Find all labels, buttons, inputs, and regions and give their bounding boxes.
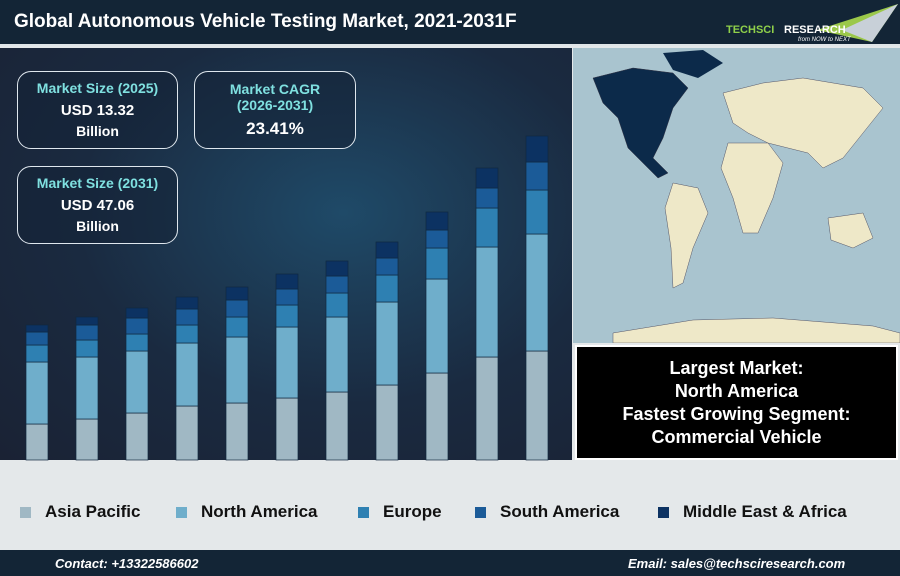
bar-segment-south-america-2021 (25, 331, 49, 346)
bar-segment-north-america-2021 (25, 361, 49, 425)
bar-segment-south-america-2022 (75, 324, 99, 341)
chart-legend: Asia Pacific North America Europe South … (0, 462, 900, 548)
card-unit: Billion (76, 218, 119, 234)
bar-segment-middle-east-africa-2022 (75, 316, 99, 326)
footer: Contact: +13322586602 Email: sales@techs… (0, 550, 900, 576)
bar-segment-middle-east-africa-2030F (475, 167, 499, 189)
page-title: Global Autonomous Vehicle Testing Market… (14, 11, 517, 32)
bar-segment-asia-pacific-2022 (75, 418, 99, 461)
bar-segment-north-america-2022 (75, 356, 99, 420)
techsci-logo: TECHSCI RESEARCH from NOW to NEXT (726, 4, 898, 43)
bar-segment-north-america-2024 (175, 342, 199, 407)
card-value: 23.41% (246, 119, 304, 138)
bar-segment-middle-east-africa-2028F (375, 241, 399, 259)
bar-segment-asia-pacific-2029F (425, 372, 449, 461)
largest-market-label: Largest Market: (669, 358, 804, 378)
bar-segment-south-america-2027F (325, 275, 349, 294)
world-map (573, 48, 900, 343)
legend-item-europe: Europe (358, 502, 442, 522)
bar-segment-north-america-2031F (525, 233, 549, 352)
svg-text:RESEARCH: RESEARCH (784, 24, 846, 36)
legend-label: North America (201, 502, 318, 521)
bar-segment-middle-east-africa-2027F (325, 260, 349, 277)
bar-segment-south-america-2030F (475, 187, 499, 209)
bar-segment-north-america-2029F (425, 278, 449, 374)
card-unit: Billion (76, 123, 119, 139)
legend-swatch (20, 506, 31, 518)
bar-segment-south-america-2025 (225, 299, 249, 318)
svg-text:from NOW to NEXT: from NOW to NEXT (798, 37, 852, 43)
bar-segment-europe-2029F (425, 247, 449, 280)
bar-segment-asia-pacific-2026E (275, 397, 299, 461)
bar-segment-middle-east-africa-2021 (25, 324, 49, 333)
bar-segment-asia-pacific-2021 (25, 423, 49, 461)
bar-segment-south-america-2031F (525, 161, 549, 191)
bar-segment-middle-east-africa-2026E (275, 273, 299, 290)
bar-segment-europe-2028F (375, 274, 399, 303)
bar-segment-asia-pacific-2031F (525, 350, 549, 461)
card-value: USD 47.06 (60, 197, 135, 214)
bar-segment-asia-pacific-2024 (175, 405, 199, 461)
bar-segment-asia-pacific-2023 (125, 412, 149, 461)
card-label: Market Size (2025) (36, 80, 159, 96)
bar-segment-asia-pacific-2027F (325, 391, 349, 461)
legend-swatch (358, 506, 369, 518)
card-value: USD 13.32 (60, 102, 135, 119)
stacked-bar-chart: 202120222023202420252026E2027F2028F2029F… (25, 135, 553, 475)
largest-market-value: North America (674, 381, 799, 401)
bar-segment-south-america-2026E (275, 288, 299, 306)
bar-segment-south-america-2029F (425, 229, 449, 249)
market-size-2031-card: Market Size (2031) USD 47.06 Billion (17, 166, 178, 244)
bar-segment-south-america-2024 (175, 308, 199, 326)
bar-segment-europe-2027F (325, 292, 349, 318)
card-label: Market Size (2031) (36, 175, 159, 191)
fastest-segment-value: Commercial Vehicle (651, 427, 822, 447)
bar-segment-europe-2030F (475, 207, 499, 248)
bar-segment-middle-east-africa-2031F (525, 135, 549, 163)
header: Global Autonomous Vehicle Testing Market… (0, 0, 900, 46)
legend-label: South America (500, 502, 620, 521)
legend-item-north-america: North America (176, 502, 318, 522)
legend-item-asia-pacific: Asia Pacific (20, 502, 140, 522)
bar-segment-asia-pacific-2030F (475, 356, 499, 461)
bar-segment-europe-2026E (275, 304, 299, 328)
bar-segment-north-america-2023 (125, 350, 149, 414)
legend-swatch (475, 506, 486, 518)
legend-label: Europe (383, 502, 442, 521)
bar-segment-europe-2023 (125, 333, 149, 352)
bar-segment-middle-east-africa-2025 (225, 286, 249, 301)
legend-swatch (176, 506, 187, 518)
bar-segment-europe-2021 (25, 344, 49, 363)
key-insights-box: Largest Market: North America Fastest Gr… (575, 345, 898, 460)
bar-segment-north-america-2026E (275, 326, 299, 399)
fastest-segment-label: Fastest Growing Segment: (622, 404, 851, 424)
bar-segment-middle-east-africa-2024 (175, 296, 199, 310)
bar-segment-europe-2031F (525, 189, 549, 235)
legend-label: Middle East & Africa (683, 502, 847, 521)
bar-segment-north-america-2027F (325, 316, 349, 393)
bar-segment-europe-2025 (225, 316, 249, 338)
market-cagr-card: Market CAGR (2026-2031) 23.41% (194, 71, 356, 149)
bar-segment-north-america-2028F (375, 301, 399, 386)
card-period: (2026-2031) (236, 97, 314, 113)
contact-phone: Contact: +13322586602 (55, 556, 199, 571)
contact-email: Email: sales@techsciresearch.com (628, 556, 846, 571)
bar-segment-asia-pacific-2025 (225, 402, 249, 461)
card-label: Market CAGR (229, 81, 321, 97)
bar-segment-asia-pacific-2028F (375, 384, 399, 461)
legend-item-middle-east-africa: Middle East & Africa (658, 502, 847, 522)
svg-text:TECHSCI: TECHSCI (726, 24, 774, 36)
legend-swatch (658, 506, 669, 518)
bar-segment-north-america-2025 (225, 336, 249, 404)
legend-label: Asia Pacific (45, 502, 141, 521)
market-size-2025-card: Market Size (2025) USD 13.32 Billion (17, 71, 178, 149)
bar-segment-middle-east-africa-2023 (125, 307, 149, 319)
bar-segment-north-america-2030F (475, 246, 499, 358)
legend-item-south-america: South America (475, 502, 619, 522)
bar-segment-middle-east-africa-2029F (425, 211, 449, 231)
bar-segment-europe-2024 (175, 324, 199, 344)
bar-segment-europe-2022 (75, 339, 99, 358)
bar-segment-south-america-2023 (125, 317, 149, 335)
bar-segment-south-america-2028F (375, 257, 399, 276)
